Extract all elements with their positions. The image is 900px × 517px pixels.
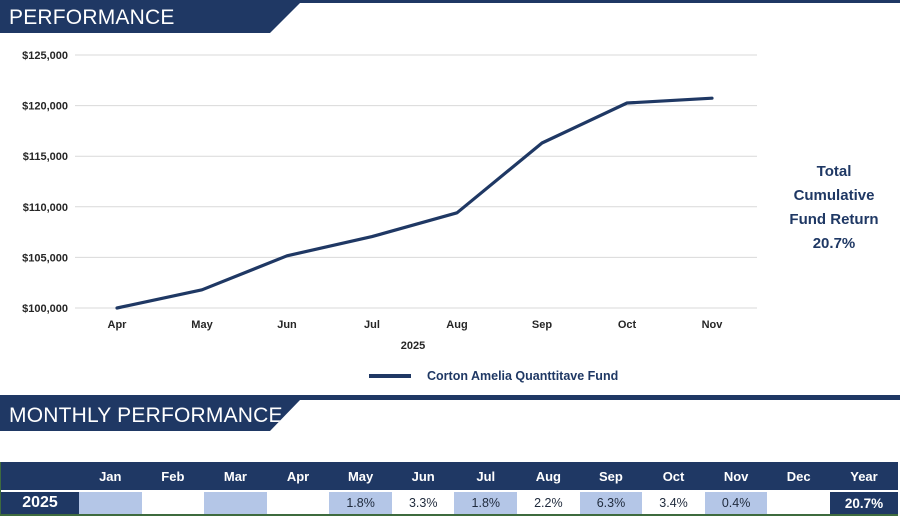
month-header-cell: Dec [786, 468, 811, 484]
y-axis-tick-label: $105,000 [22, 252, 68, 264]
month-value-cell [266, 492, 330, 514]
month-value-cell: 2.2% [517, 492, 580, 514]
legend-series-label: Corton Amelia Quanttitave Fund [427, 369, 619, 383]
month-header-cell: Mar [223, 468, 247, 484]
monthly-banner-strip [0, 395, 900, 400]
month-value-cell [767, 492, 830, 514]
month-value-cell [141, 492, 205, 514]
monthly-banner-title: MONTHLY PERFORMANCE [9, 403, 283, 427]
x-axis-tick-label: Aug [446, 319, 467, 331]
month-header-cell: Aug [535, 468, 561, 484]
month-header-cell: Oct [662, 468, 685, 484]
performance-banner-strip [0, 0, 900, 3]
month-header-cell: Jul [476, 468, 496, 484]
total-cumulative-return-annotation: Total Cumulative Fund Return 20.7% [763, 160, 900, 256]
header-spacer-cell [1, 462, 79, 490]
annotation-line-3: Fund Return [789, 211, 879, 228]
chart-legend: Corton Amelia Quanttitave Fund [369, 369, 618, 383]
annotation-line-1: Total [816, 163, 852, 180]
month-value-cell: 1.8% [454, 492, 518, 514]
table-data-row: 2025 1.8% 3.3% 1.8% 2.2% 6.3% 3.4% 0.4% 20.7% [1, 492, 898, 514]
line-chart-plot: $100,000 $105,000 $110,000 $115,000 $120,000… [22, 50, 757, 331]
annotation-total-value: 20.7% [812, 235, 856, 252]
y-axis-tick-label: $115,000 [23, 151, 68, 163]
month-header-cell: Apr [286, 468, 310, 484]
x-axis-year-label: 2025 [400, 340, 426, 352]
x-axis-tick-label: May [191, 319, 213, 331]
x-axis-tick-label: Oct [618, 319, 637, 331]
month-header-cell: Jun [411, 468, 435, 484]
table-header-row: Jan Feb Mar Apr May Jun Jul Aug Sep Oct Nov Dec Year [1, 462, 898, 490]
x-axis-tick-label: Nov [702, 319, 724, 331]
month-value-cell [79, 492, 142, 514]
month-header-cell: Nov [723, 468, 749, 484]
fund-return-line [115, 96, 714, 310]
month-value-cell: 3.4% [642, 492, 705, 514]
x-axis-tick-label: Jul [364, 319, 380, 331]
row-year-cell: 2025 [1, 492, 79, 514]
month-header-cell: May [347, 468, 374, 484]
monthly-performance-table: Jan Feb Mar Apr May Jun Jul Aug Sep Oct Nov Dec Year… [0, 462, 898, 516]
month-value-cell: 3.3% [391, 492, 455, 514]
y-axis-tick-label: $100,000 [22, 303, 68, 315]
performance-banner-title: PERFORMANCE [9, 6, 175, 29]
month-value-cell [204, 492, 267, 514]
y-axis-tick-label: $125,000 [22, 50, 68, 62]
legend-line-swatch [369, 374, 411, 378]
monthly-performance-banner: MONTHLY PERFORMANCE [0, 400, 300, 431]
annotation-line-2: Cumulative [793, 187, 875, 204]
y-axis-tick-label: $110,000 [23, 202, 68, 214]
x-axis-tick-label: Jun [277, 319, 297, 331]
cumulative-return-chart: $100,000 $105,000 $110,000 $115,000 $120,000… [22, 50, 900, 383]
performance-banner: PERFORMANCE [0, 3, 300, 33]
x-axis-tick-label: Sep [532, 319, 552, 331]
month-header-cell: Jan [99, 468, 122, 484]
table-row-gap [1, 490, 898, 492]
month-value-cell: 1.8% [329, 492, 392, 514]
month-header-cell: Sep [599, 468, 623, 484]
month-value-cell: 6.3% [579, 492, 643, 514]
year-total-cell: 20.7% [829, 492, 898, 514]
x-axis-tick-label: Apr [108, 319, 128, 331]
month-header-cell: Feb [161, 468, 185, 484]
y-axis-tick-label: $120,000 [22, 101, 68, 113]
year-header-cell: Year [850, 468, 878, 484]
month-value-cell: 0.4% [704, 492, 768, 514]
